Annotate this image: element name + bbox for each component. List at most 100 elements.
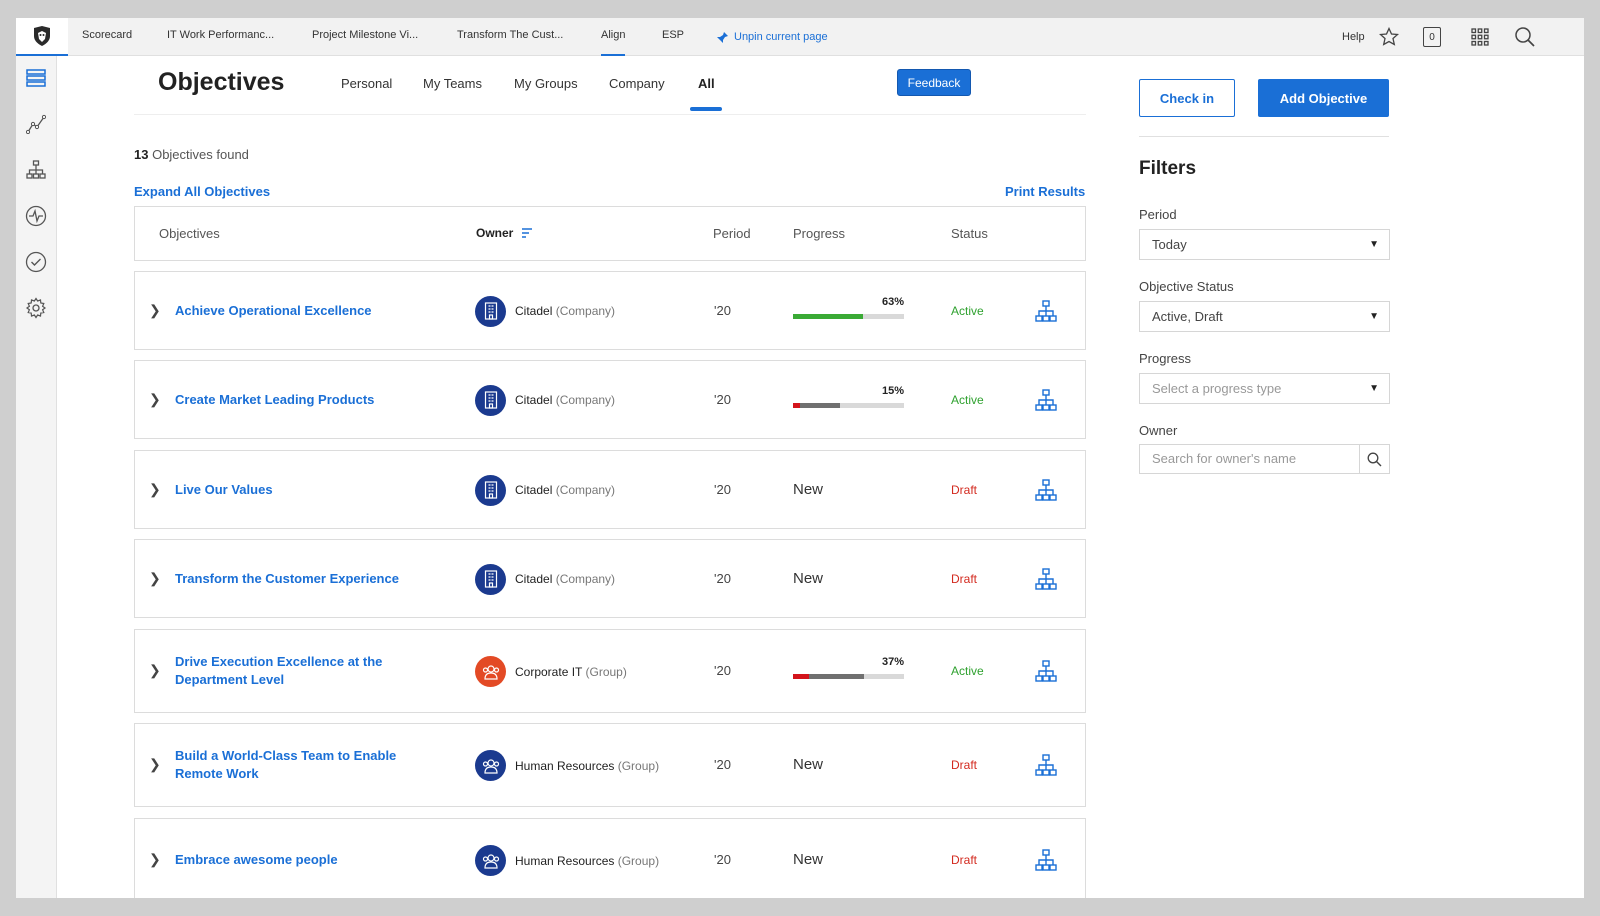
sort-icon[interactable] [521, 227, 533, 239]
owner-cell[interactable]: Citadel (Company) [475, 563, 615, 595]
status-filter-label: Objective Status [1139, 279, 1234, 294]
search-icon[interactable] [1513, 25, 1537, 49]
subtab-my-groups[interactable]: My Groups [514, 76, 578, 91]
table-row[interactable]: ❯ Create Market Leading Products Citadel… [134, 360, 1086, 439]
alignment-hierarchy-icon[interactable] [1034, 299, 1058, 323]
expand-chevron-icon[interactable]: ❯ [149, 301, 161, 318]
owner-search-button[interactable] [1359, 444, 1390, 474]
progress-new: New [793, 756, 824, 773]
add-objective-button[interactable]: Add Objective [1258, 79, 1389, 117]
progress-fill [793, 674, 810, 679]
owner-cell[interactable]: Human Resources (Group) [475, 845, 659, 876]
table-row[interactable]: ❯ Build a World-Class Team to Enable Rem… [134, 723, 1086, 807]
owner-name: Human Resources [515, 853, 615, 868]
notifications-badge[interactable]: 0 [1420, 25, 1444, 49]
alignment-hierarchy-icon[interactable] [1034, 388, 1058, 412]
expand-chevron-icon[interactable]: ❯ [149, 569, 161, 586]
progress-grey-fill [793, 674, 865, 679]
table-row[interactable]: ❯ Transform the Customer Experience Cita… [134, 539, 1086, 618]
chevron-down-icon: ▼ [1369, 239, 1379, 250]
owner-filter-label: Owner [1139, 423, 1178, 438]
expand-chevron-icon[interactable]: ❯ [149, 756, 161, 772]
status-select-value: Active, Draft [1152, 309, 1223, 324]
owner-cell[interactable]: Citadel (Company) [475, 384, 616, 416]
progress-track [793, 674, 904, 679]
objective-title-link[interactable]: Build a World-Class Team to Enable Remot… [175, 748, 397, 781]
app-logo[interactable] [16, 18, 68, 56]
subtab-my-teams[interactable]: My Teams [423, 76, 482, 91]
objective-title-link[interactable]: Transform the Customer Experience [175, 570, 399, 586]
objective-title-link[interactable]: Drive Execution Excellence at the Depart… [175, 654, 383, 687]
unpin-page-link[interactable]: Unpin current page [716, 18, 828, 56]
col-period[interactable]: Period [713, 226, 751, 241]
owner-search-input[interactable]: Search for owner's name [1139, 444, 1360, 474]
col-status[interactable]: Status [951, 226, 988, 241]
owner-cell[interactable]: Citadel (Company) [475, 474, 616, 506]
subtab-all[interactable]: All [698, 76, 715, 91]
objective-title-link[interactable]: Embrace awesome people [175, 852, 338, 867]
owner-type: (Company) [555, 483, 616, 497]
badge-count: 0 [1423, 27, 1441, 47]
alignment-hierarchy-icon[interactable] [1034, 659, 1058, 683]
owner-name: Corporate IT [515, 664, 583, 679]
subtab-company[interactable]: Company [609, 76, 665, 91]
help-link[interactable]: Help [1342, 31, 1365, 43]
expand-chevron-icon[interactable]: ❯ [149, 480, 161, 497]
alignment-hierarchy-icon[interactable] [1034, 848, 1058, 872]
owner-cell[interactable]: Human Resources (Group) [475, 750, 659, 781]
objective-title-link[interactable]: Achieve Operational Excellence [175, 302, 372, 318]
print-results-link[interactable]: Print Results [1005, 184, 1086, 199]
table-row[interactable]: ❯ Live Our Values Citadel (Company) '20 … [134, 450, 1086, 529]
owner-cell[interactable]: Corporate IT (Group) [475, 656, 627, 687]
col-objectives[interactable]: Objectives [159, 226, 220, 241]
progress-new: New [793, 569, 824, 587]
feedback-button[interactable]: Feedback [897, 69, 971, 96]
expand-all-link[interactable]: Expand All Objectives [134, 184, 271, 199]
owner-name: Citadel [515, 393, 553, 407]
progress-select[interactable]: Select a progress type ▼ [1139, 373, 1390, 404]
status-badge: Draft [951, 853, 978, 867]
col-owner[interactable]: Owner [476, 226, 533, 240]
status-select[interactable]: Active, Draft ▼ [1139, 301, 1390, 332]
period-select[interactable]: Today ▼ [1139, 229, 1390, 260]
trend-chart-icon[interactable] [24, 112, 48, 136]
progress-fill [793, 313, 863, 319]
chevron-down-icon: ▼ [1369, 383, 1379, 394]
owner-cell[interactable]: Citadel (Company) [475, 295, 615, 327]
alignment-hierarchy-icon[interactable] [1034, 478, 1058, 502]
tab-align[interactable]: Align [601, 18, 626, 56]
tab-scorecard[interactable]: Scorecard [82, 29, 133, 41]
alignment-hierarchy-icon[interactable] [1034, 753, 1058, 777]
hierarchy-icon[interactable] [24, 158, 48, 182]
app-grid-icon[interactable] [1468, 25, 1492, 49]
objective-title-link[interactable]: Live Our Values [175, 481, 273, 497]
favorite-star-icon[interactable] [1377, 25, 1401, 49]
subtab-personal[interactable]: Personal [341, 76, 393, 91]
tab-esp[interactable]: ESP [662, 29, 685, 41]
company-avatar-icon [475, 295, 506, 327]
tab-it-work-performance[interactable]: IT Work Performanc... [167, 29, 275, 41]
active-subtab-indicator [690, 107, 722, 111]
owner-type: (Company) [555, 393, 616, 407]
expand-chevron-icon[interactable]: ❯ [149, 851, 161, 867]
progress-percent: 63% [881, 295, 904, 308]
col-progress[interactable]: Progress [793, 226, 846, 241]
pulse-icon[interactable] [24, 204, 48, 228]
tab-project-milestone[interactable]: Project Milestone Vi... [312, 29, 419, 41]
period-cell: '20 [714, 663, 731, 678]
table-row[interactable]: ❯ Achieve Operational Excellence Citadel… [134, 271, 1086, 350]
tab-transform-customer[interactable]: Transform The Cust... [457, 29, 564, 41]
alignment-hierarchy-icon[interactable] [1034, 567, 1058, 591]
expand-chevron-icon[interactable]: ❯ [149, 390, 161, 407]
expand-chevron-icon[interactable]: ❯ [149, 662, 161, 678]
table-row[interactable]: ❯ Embrace awesome people Human Resources… [134, 818, 1086, 898]
period-filter-label: Period [1139, 207, 1177, 222]
objectives-list-icon[interactable] [24, 66, 48, 90]
progress-select-placeholder: Select a progress type [1152, 381, 1282, 396]
gear-icon[interactable] [24, 296, 48, 320]
owner-name: Citadel [515, 304, 553, 318]
check-in-button[interactable]: Check in [1139, 79, 1235, 117]
table-row[interactable]: ❯ Drive Execution Excellence at the Depa… [134, 629, 1086, 713]
check-circle-icon[interactable] [24, 250, 48, 274]
objective-title-link[interactable]: Create Market Leading Products [175, 391, 375, 407]
